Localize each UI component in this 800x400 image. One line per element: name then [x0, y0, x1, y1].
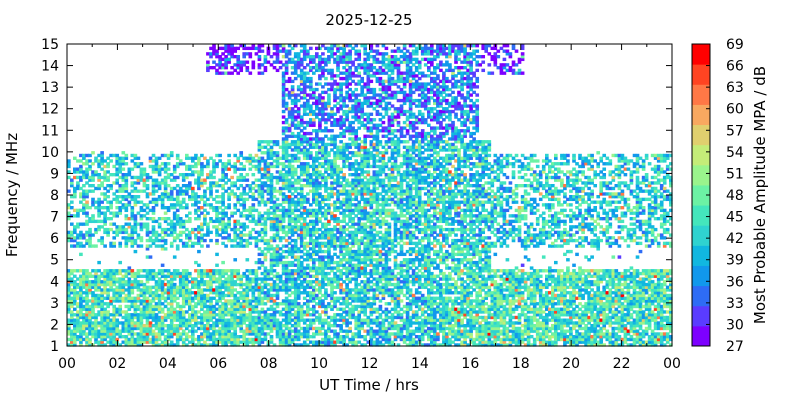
colorbar-swatch — [692, 124, 710, 146]
y-tick-label: 10 — [41, 145, 59, 161]
y-tick-label: 2 — [50, 317, 59, 333]
colorbar-tick-label: 60 — [726, 102, 744, 118]
x-axis-title: UT Time / hrs — [319, 376, 419, 394]
y-tick-label: 8 — [50, 188, 59, 204]
colorbar-title: Most Probable Amplitude MPA / dB — [751, 66, 769, 324]
colorbar-tick-label: 69 — [726, 37, 744, 53]
colorbar-tick-label: 51 — [726, 166, 744, 182]
y-tick-label: 1 — [50, 339, 59, 355]
plot-area — [67, 44, 673, 347]
x-tick-label: 02 — [109, 356, 127, 372]
colorbar-swatch — [692, 305, 710, 327]
colorbar-swatch — [692, 265, 710, 287]
colorbar-tick-label: 42 — [726, 231, 744, 247]
chart-title: 2025-12-25 — [325, 11, 412, 29]
y-tick-label: 5 — [50, 253, 59, 269]
colorbar-swatch — [692, 205, 710, 226]
y-tick-label: 13 — [41, 80, 59, 96]
x-tick-label: 00 — [58, 356, 76, 372]
colorbar-swatch — [692, 64, 710, 85]
y-tick-label: 11 — [41, 123, 59, 139]
colorbar-tick-label: 33 — [726, 296, 744, 312]
y-tick-label: 14 — [41, 59, 59, 75]
x-tick-label: 14 — [411, 356, 429, 372]
colorbar-swatch — [692, 164, 710, 186]
colorbar-swatch — [692, 144, 710, 166]
colorbar-tick-label: 57 — [726, 123, 744, 139]
y-tick-label: 9 — [50, 166, 59, 182]
y-axis-title: Frequency / MHz — [3, 133, 21, 257]
x-tick-label: 20 — [562, 356, 580, 372]
colorbar-tick-label: 48 — [726, 188, 744, 204]
x-tick-label: 04 — [159, 356, 177, 372]
x-axis: 00 02 04 06 08 10 12 14 16 18 20 22 00 — [58, 44, 681, 372]
y-tick-label: 12 — [41, 102, 59, 118]
x-tick-label: 16 — [461, 356, 479, 372]
x-tick-label: 00 — [663, 356, 681, 372]
colorbar-swatch — [692, 225, 710, 246]
colorbar-swatch — [692, 285, 710, 307]
colorbar-swatch — [692, 104, 710, 126]
colorbar-tick-label: 45 — [726, 210, 744, 226]
x-tick-label: 12 — [361, 356, 379, 372]
y-tick-label: 6 — [50, 231, 59, 247]
colorbar-tick-label: 30 — [726, 317, 744, 333]
colorbar-swatch — [692, 184, 710, 206]
colorbar: 27 30 33 36 39 42 45 48 51 54 57 60 63 66 69 — [691, 37, 744, 355]
colorbar-tick-label: 39 — [726, 253, 744, 269]
colorbar-swatch — [692, 44, 710, 65]
x-tick-label: 08 — [260, 356, 278, 372]
colorbar-swatch — [692, 325, 710, 347]
colorbar-tick-label: 36 — [726, 274, 744, 290]
colorbar-tick-label: 63 — [726, 80, 744, 96]
y-tick-label: 3 — [50, 296, 59, 312]
y-tick-label: 15 — [41, 37, 59, 53]
colorbar-tick-label: 54 — [726, 145, 744, 161]
y-tick-label: 4 — [50, 274, 59, 290]
x-tick-label: 22 — [613, 356, 631, 372]
colorbar-swatch — [692, 245, 710, 266]
x-tick-label: 10 — [310, 356, 328, 372]
x-tick-label: 18 — [512, 356, 530, 372]
colorbar-swatch — [692, 84, 710, 105]
colorbar-tick-label: 66 — [726, 59, 744, 75]
y-tick-label: 7 — [50, 210, 59, 226]
x-tick-label: 06 — [209, 356, 227, 372]
colorbar-tick-label: 27 — [726, 339, 744, 355]
